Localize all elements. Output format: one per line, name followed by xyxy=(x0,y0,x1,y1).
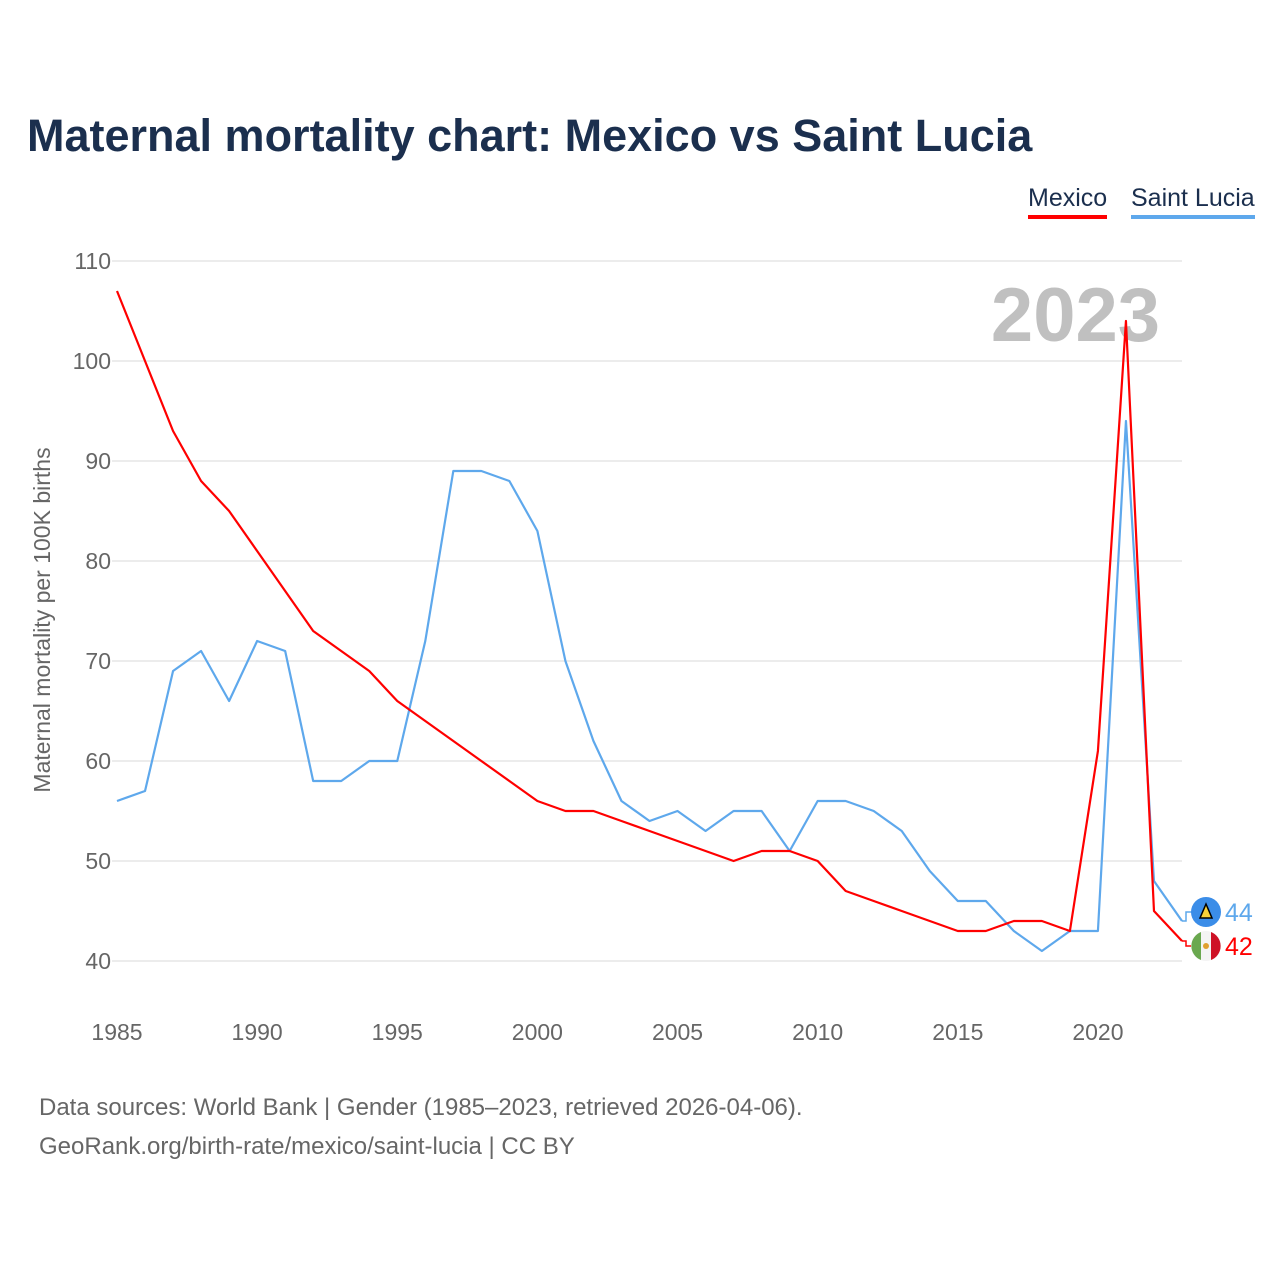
x-tick-label: 1990 xyxy=(232,1019,283,1045)
y-tick-label: 90 xyxy=(85,448,111,474)
y-tick-label: 80 xyxy=(85,548,111,574)
mexico-flag-red xyxy=(1211,932,1221,960)
y-tick-label: 100 xyxy=(73,348,111,374)
end-value-label: 42 xyxy=(1225,933,1253,961)
end-connector xyxy=(1182,911,1192,922)
legend-mexico[interactable]: Mexico xyxy=(1028,184,1108,219)
y-axis-label: Maternal mortality per 100K births xyxy=(29,447,55,792)
legend-saint-lucia[interactable]: Saint Lucia xyxy=(1131,184,1255,219)
chart-title: Maternal mortality chart: Mexico vs Sain… xyxy=(27,110,1033,161)
series-line-saint-lucia xyxy=(116,419,1183,953)
y-tick-label: 70 xyxy=(85,648,111,674)
source-link[interactable]: GeoRank.org/birth-rate/mexico/saint-luci… xyxy=(39,1133,575,1160)
x-tick-label: 2015 xyxy=(932,1019,983,1045)
x-tick-label: 1985 xyxy=(91,1019,142,1045)
source-text: Data sources: World Bank | Gender (1985–… xyxy=(39,1094,803,1121)
saint-lucia-flag-triangle xyxy=(1198,902,1214,919)
x-tick-label: 2020 xyxy=(1072,1019,1123,1045)
y-tick-label: 40 xyxy=(85,948,111,974)
footer: Data sources: World Bank | Gender (1985–… xyxy=(39,1088,803,1166)
x-tick-label: 1995 xyxy=(372,1019,423,1045)
series-line-mexico xyxy=(115,290,1183,942)
x-tick-label: 2005 xyxy=(652,1019,703,1045)
year-watermark: 2023 xyxy=(991,273,1160,358)
y-tick-label: 110 xyxy=(74,248,111,274)
mexico-flag-green xyxy=(1191,932,1201,960)
x-tick-label: 2000 xyxy=(512,1019,563,1045)
y-tick-label: 50 xyxy=(85,848,111,874)
x-tick-label: 2010 xyxy=(792,1019,843,1045)
end-value-label: 44 xyxy=(1225,899,1253,927)
end-connector xyxy=(1182,940,1192,947)
mexico-flag-emblem xyxy=(1203,943,1209,949)
y-tick-label: 60 xyxy=(85,748,111,774)
